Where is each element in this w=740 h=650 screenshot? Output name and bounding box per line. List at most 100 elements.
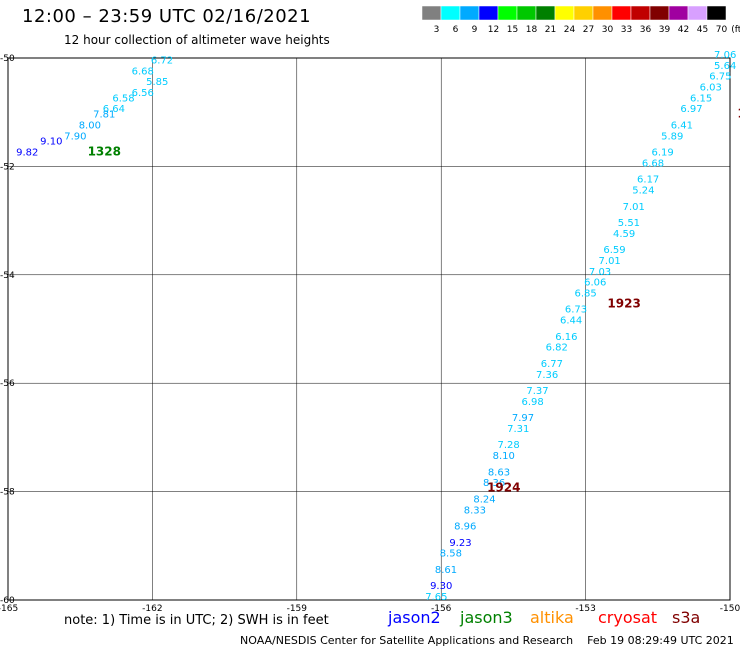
legend-swatch	[611, 5, 632, 21]
swh-value: 6.73	[565, 305, 587, 316]
latitude-tick-label: -50	[0, 54, 15, 64]
legend-swatch	[668, 5, 689, 21]
legend-label: 15	[507, 25, 518, 35]
swh-value: 8.61	[435, 565, 457, 576]
longitude-tick-label: -156	[431, 604, 452, 614]
swh-value: 6.77	[541, 359, 563, 370]
legend-label: 36	[640, 25, 652, 35]
swh-value: 5.85	[146, 77, 168, 88]
pass-time-label: 1328	[88, 145, 121, 159]
swh-value: 6.44	[560, 316, 582, 327]
legend-swatch	[554, 5, 575, 21]
legend-label: 18	[526, 25, 538, 35]
swh-value: 9.10	[40, 137, 62, 148]
swh-value: 7.36	[536, 370, 558, 381]
swh-value: 7.01	[623, 202, 645, 213]
pass-time-label: 1923	[607, 296, 640, 310]
mission-cryosat: cryosat	[598, 608, 658, 627]
swh-value: 6.58	[112, 93, 134, 104]
swh-value: 6.56	[132, 88, 154, 99]
swh-value: 6.15	[690, 93, 712, 104]
legend-swatch	[630, 5, 651, 21]
legend-swatch	[592, 5, 613, 21]
latitude-tick-label: -52	[0, 162, 15, 172]
swh-value: 6.68	[132, 66, 154, 77]
swh-value: 6.17	[637, 175, 659, 186]
legend-label: 12	[488, 25, 499, 35]
legend-label: 21	[545, 25, 556, 35]
legend-label: 9	[472, 25, 478, 35]
swh-value: 9.23	[449, 538, 471, 549]
swh-value: 6.68	[642, 158, 664, 169]
longitude-tick-label: -150	[720, 604, 740, 614]
legend-label: 3	[434, 25, 440, 35]
legend-label: 24	[564, 25, 576, 35]
swh-value: 6.82	[546, 343, 568, 354]
page-subtitle: 12 hour collection of altimeter wave hei…	[64, 33, 330, 47]
swh-value: 5.51	[618, 218, 640, 229]
legend-swatch	[421, 5, 442, 21]
swh-value: 7.81	[93, 110, 115, 121]
swh-value: 7.28	[497, 440, 519, 451]
mission-jason2: jason2	[388, 608, 441, 627]
s3a-track: 7.065.646.756.036.156.97 6.415.89 6.196.68…	[425, 50, 736, 603]
mission-s3a: s3a	[672, 608, 701, 627]
footnote: note: 1) Time is in UTC; 2) SWH is in fe…	[64, 613, 329, 628]
legend-label: 42	[678, 25, 689, 35]
swh-value: 8.58	[440, 549, 462, 560]
longitude-tick-label: -162	[142, 604, 162, 614]
mission-jason3: jason3	[460, 608, 513, 627]
pass-time-label: 1923	[737, 107, 740, 121]
legend-swatch	[516, 5, 537, 21]
swh-value: 5.89	[661, 131, 683, 142]
legend-swatch	[440, 5, 461, 21]
swh-value: 5.64	[714, 61, 736, 72]
pass-time-label: 1924	[487, 481, 520, 495]
longitude-tick-label: -159	[287, 604, 308, 614]
swh-value: 8.36	[483, 478, 505, 489]
timestamp: Feb 19 08:29:49 UTC 2021	[587, 634, 734, 647]
latitude-tick-label: -56	[0, 379, 15, 389]
swh-value: 6.59	[603, 245, 625, 256]
swh-value: 8.63	[488, 467, 510, 478]
legend-label: 33	[621, 25, 632, 35]
swh-value: 6.06	[584, 278, 606, 289]
swh-value: 7.37	[526, 386, 548, 397]
legend-swatch	[573, 5, 594, 21]
jason3-track: 6.726.685.856.566.586.647.818.007.909.10…	[16, 55, 173, 158]
swh-value: 9.30	[430, 581, 452, 592]
swh-value: 8.10	[493, 451, 515, 462]
swh-value: 8.24	[473, 494, 495, 505]
longitude-tick-label: -165	[0, 604, 18, 614]
swh-value: 7.01	[599, 256, 621, 267]
legend-swatch	[478, 5, 499, 21]
swh-value: 8.96	[454, 522, 476, 533]
longitude-tick-label: -153	[575, 604, 595, 614]
legend-label: 39	[659, 25, 671, 35]
swh-value: 9.82	[16, 148, 38, 159]
latitude-tick-label: -54	[0, 271, 15, 281]
swh-value: 4.59	[613, 229, 635, 240]
swh-value: 6.98	[522, 397, 544, 408]
credit-line: NOAA/NESDIS Center for Satellite Applica…	[240, 634, 734, 647]
time-labels: 1328 1923 1923 1924	[88, 107, 740, 495]
legend-swatch	[649, 5, 670, 21]
legend-swatch	[706, 5, 727, 21]
swh-value: 6.72	[151, 55, 173, 66]
legend-label: 70	[716, 25, 728, 35]
swh-value: 7.06	[714, 50, 736, 61]
swh-value: 6.03	[700, 83, 722, 94]
legend-swatch	[687, 5, 708, 21]
swh-value: 6.41	[671, 120, 693, 131]
legend-swatch	[497, 5, 518, 21]
swh-value: 8.33	[464, 505, 486, 516]
swh-value: 7.97	[512, 413, 534, 424]
swh-value: 5.24	[632, 186, 654, 197]
altimeter-tracks: 6.726.685.856.566.586.647.818.007.909.10…	[16, 50, 736, 603]
legend-swatch	[459, 5, 480, 21]
swh-value: 6.97	[680, 104, 702, 115]
legend-label: 6	[453, 25, 459, 35]
swh-value: 7.90	[64, 131, 86, 142]
